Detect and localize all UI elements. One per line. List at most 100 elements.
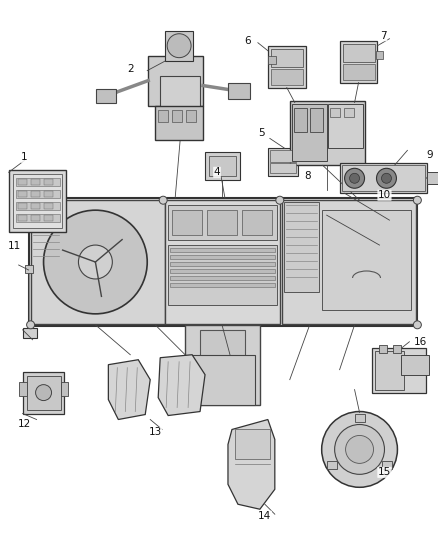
FancyBboxPatch shape	[43, 179, 53, 185]
FancyBboxPatch shape	[23, 372, 64, 414]
FancyBboxPatch shape	[16, 214, 60, 222]
FancyBboxPatch shape	[205, 152, 240, 180]
FancyBboxPatch shape	[168, 245, 276, 305]
FancyBboxPatch shape	[18, 179, 27, 185]
FancyBboxPatch shape	[234, 430, 269, 459]
FancyBboxPatch shape	[170, 276, 274, 280]
FancyBboxPatch shape	[60, 382, 68, 395]
FancyBboxPatch shape	[168, 205, 276, 240]
FancyBboxPatch shape	[392, 345, 400, 353]
FancyBboxPatch shape	[381, 462, 391, 470]
Circle shape	[376, 168, 396, 188]
Text: 5: 5	[258, 128, 265, 139]
FancyBboxPatch shape	[43, 191, 53, 197]
Circle shape	[35, 385, 51, 401]
Circle shape	[275, 196, 283, 204]
Polygon shape	[227, 419, 274, 509]
Circle shape	[413, 321, 420, 329]
FancyBboxPatch shape	[185, 325, 259, 405]
FancyBboxPatch shape	[343, 108, 353, 117]
FancyBboxPatch shape	[342, 63, 374, 79]
FancyBboxPatch shape	[329, 108, 339, 117]
FancyBboxPatch shape	[165, 31, 193, 61]
Text: 9: 9	[425, 150, 432, 160]
FancyBboxPatch shape	[289, 101, 364, 165]
Circle shape	[334, 424, 384, 474]
FancyBboxPatch shape	[18, 191, 27, 197]
FancyBboxPatch shape	[31, 179, 39, 185]
FancyBboxPatch shape	[374, 51, 383, 59]
Circle shape	[159, 196, 167, 204]
FancyBboxPatch shape	[200, 330, 244, 360]
FancyBboxPatch shape	[43, 215, 53, 221]
Circle shape	[344, 168, 364, 188]
FancyBboxPatch shape	[170, 248, 274, 252]
FancyBboxPatch shape	[270, 49, 302, 67]
Circle shape	[349, 173, 359, 183]
FancyBboxPatch shape	[326, 462, 336, 470]
FancyBboxPatch shape	[170, 262, 274, 266]
FancyBboxPatch shape	[148, 55, 203, 106]
FancyBboxPatch shape	[207, 210, 237, 235]
Circle shape	[381, 173, 391, 183]
Text: 1: 1	[21, 152, 28, 163]
FancyBboxPatch shape	[31, 200, 165, 324]
Text: 4: 4	[213, 167, 220, 177]
FancyBboxPatch shape	[241, 210, 271, 235]
FancyBboxPatch shape	[27, 376, 60, 409]
Circle shape	[321, 411, 396, 487]
FancyBboxPatch shape	[172, 110, 182, 123]
FancyBboxPatch shape	[25, 265, 32, 273]
FancyBboxPatch shape	[321, 210, 410, 310]
Text: 2: 2	[127, 63, 133, 74]
FancyBboxPatch shape	[267, 148, 297, 176]
Circle shape	[78, 245, 112, 279]
FancyBboxPatch shape	[309, 108, 322, 132]
FancyBboxPatch shape	[16, 178, 60, 186]
FancyBboxPatch shape	[18, 203, 27, 209]
FancyBboxPatch shape	[269, 163, 295, 173]
FancyBboxPatch shape	[426, 172, 438, 184]
FancyBboxPatch shape	[374, 351, 403, 390]
FancyBboxPatch shape	[354, 414, 364, 422]
FancyBboxPatch shape	[378, 345, 387, 353]
Text: 12: 12	[18, 419, 31, 430]
FancyBboxPatch shape	[267, 46, 305, 87]
FancyBboxPatch shape	[327, 103, 362, 148]
FancyBboxPatch shape	[13, 174, 62, 228]
FancyBboxPatch shape	[155, 106, 203, 140]
FancyBboxPatch shape	[270, 69, 302, 85]
FancyBboxPatch shape	[16, 190, 60, 198]
FancyBboxPatch shape	[339, 163, 426, 193]
Text: 6: 6	[244, 36, 251, 46]
FancyBboxPatch shape	[16, 202, 60, 210]
FancyBboxPatch shape	[283, 202, 318, 292]
FancyBboxPatch shape	[342, 44, 374, 62]
FancyBboxPatch shape	[158, 110, 168, 123]
FancyBboxPatch shape	[400, 355, 428, 375]
FancyBboxPatch shape	[281, 200, 415, 324]
FancyBboxPatch shape	[23, 328, 36, 338]
Text: 10: 10	[377, 190, 390, 200]
Text: 8: 8	[304, 171, 311, 181]
FancyBboxPatch shape	[269, 150, 295, 163]
FancyBboxPatch shape	[190, 355, 254, 405]
FancyBboxPatch shape	[96, 88, 116, 102]
Circle shape	[413, 196, 420, 204]
Text: 15: 15	[377, 467, 390, 478]
FancyBboxPatch shape	[170, 283, 274, 287]
Circle shape	[43, 210, 147, 314]
Text: 14: 14	[258, 511, 271, 521]
FancyBboxPatch shape	[18, 215, 27, 221]
FancyBboxPatch shape	[341, 165, 424, 191]
FancyBboxPatch shape	[160, 76, 200, 120]
FancyBboxPatch shape	[170, 269, 274, 273]
FancyBboxPatch shape	[31, 191, 39, 197]
FancyBboxPatch shape	[339, 41, 377, 83]
Circle shape	[345, 435, 373, 463]
Text: 7: 7	[379, 31, 386, 41]
FancyBboxPatch shape	[31, 215, 39, 221]
Text: 11: 11	[8, 241, 21, 251]
FancyBboxPatch shape	[371, 348, 425, 393]
FancyBboxPatch shape	[9, 171, 66, 232]
